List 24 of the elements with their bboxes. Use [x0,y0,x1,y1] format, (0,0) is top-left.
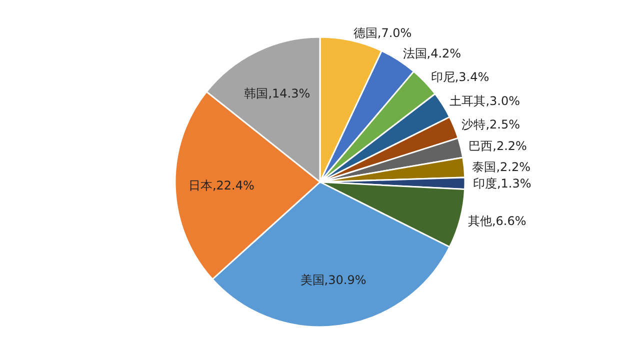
slice-label: 泰国 [472,160,496,174]
slice-label: 法国 [402,46,427,61]
data-label: ,3.0% [486,94,520,108]
data-label: ,1.3% [496,176,532,191]
slice-label: 韩国 [244,86,268,100]
slice-label: 美国 [300,272,324,287]
data-label: ,2.2% [496,160,531,174]
data-label: ,7.0% [377,26,412,40]
data-label: ,6.6% [492,214,526,228]
data-label: ,4.2% [426,46,462,61]
slice-label: 印尼 [430,70,455,84]
data-label: ,2.5% [486,118,520,132]
slice-label: 巴西 [468,139,493,154]
data-label: ,22.4% [212,178,254,192]
slice-label: 日本 [188,178,212,192]
slice-label: 其他 [468,214,492,228]
data-label: ,3.4% [454,70,490,84]
slice-label: 沙特 [462,118,486,132]
slice-label: 土耳其 [450,94,486,108]
slice-label: 印度 [472,176,497,191]
data-label: ,2.2% [492,139,527,154]
data-label: ,30.9% [324,272,366,287]
data-label: ,14.3% [268,86,310,100]
slice-label: 德国 [353,26,378,40]
